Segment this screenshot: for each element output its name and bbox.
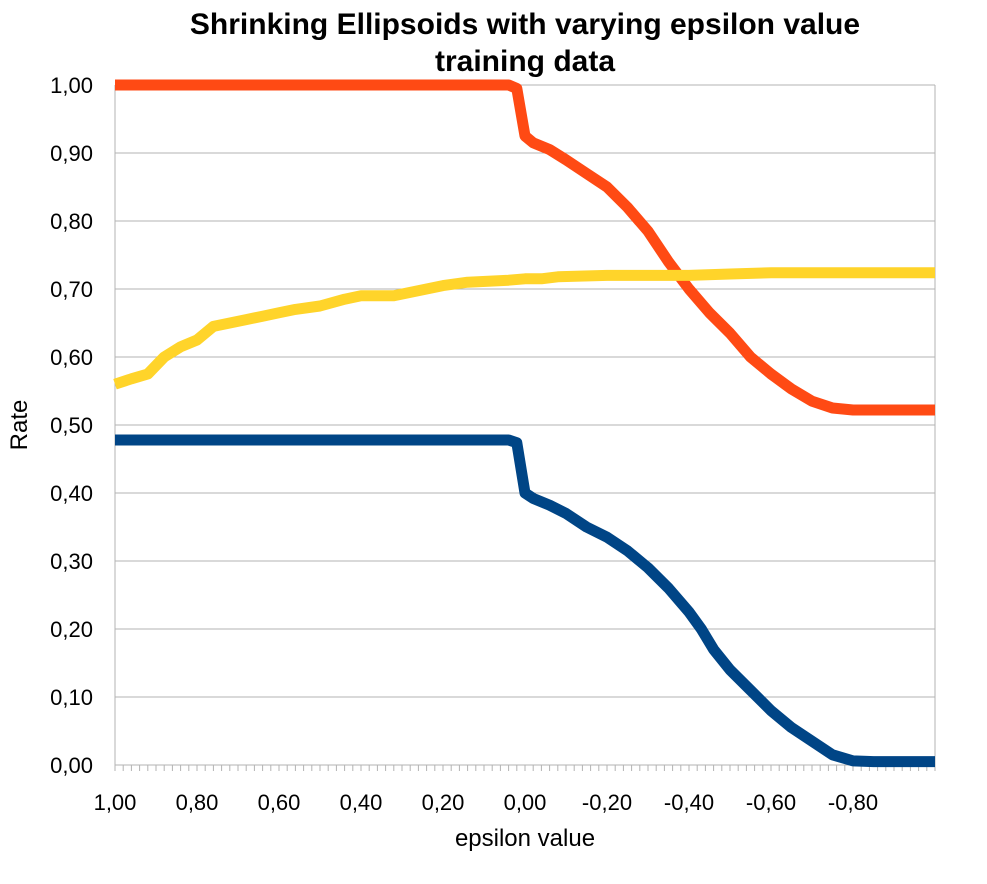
x-tick-label: 0,80 xyxy=(176,790,219,815)
y-tick-label: 0,00 xyxy=(50,753,93,778)
chart-title: Shrinking Ellipsoids with varying epsilo… xyxy=(189,8,861,41)
x-tick-label: 0,40 xyxy=(340,790,383,815)
y-tick-label: 0,40 xyxy=(50,481,93,506)
y-tick-label: 0,50 xyxy=(50,413,93,438)
x-tick-label: -0,80 xyxy=(828,790,878,815)
chart-subtitle: training data xyxy=(434,45,615,78)
y-tick-label: 0,90 xyxy=(50,141,93,166)
y-tick-label: 0,30 xyxy=(50,549,93,574)
x-tick-label: -0,40 xyxy=(664,790,714,815)
gridlines xyxy=(115,84,935,766)
x-tick-label: -0,20 xyxy=(582,790,632,815)
y-tick-label: 1,00 xyxy=(50,73,93,98)
x-tick-label: 0,00 xyxy=(504,790,547,815)
x-tick-label: -0,60 xyxy=(746,790,796,815)
series-line-1 xyxy=(115,79,935,416)
x-axis-label: epsilon value xyxy=(454,825,596,852)
series-lines xyxy=(113,79,935,768)
tick-labels: 0,00 0,10 0,20 0,30 0,40 0,50 0,60 0,70 0,80 0,90… xyxy=(50,73,878,815)
x-tick-label: 0,20 xyxy=(422,790,465,815)
axes xyxy=(114,85,936,771)
y-tick-label: 0,60 xyxy=(50,345,93,370)
y-tick-label: 0,10 xyxy=(50,685,93,710)
y-tick-label: 0,70 xyxy=(50,277,93,302)
series-line-2 xyxy=(113,267,935,390)
series-line-3 xyxy=(115,434,935,768)
y-axis-label: Rate xyxy=(6,399,33,451)
y-tick-label: 0,20 xyxy=(50,617,93,642)
x-tick-label: 1,00 xyxy=(94,790,137,815)
x-tick-label: 0,60 xyxy=(258,790,301,815)
y-tick-label: 0,80 xyxy=(50,209,93,234)
